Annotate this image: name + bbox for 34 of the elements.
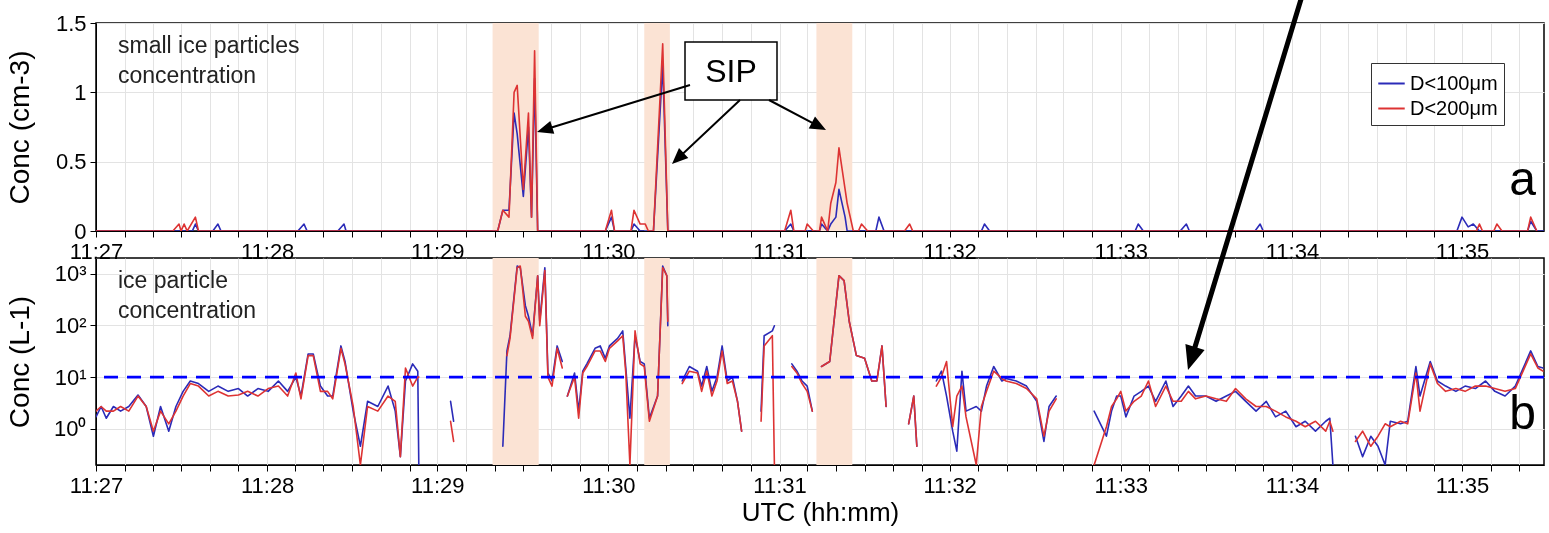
x-tick-label: 11:28	[240, 238, 295, 264]
x-tick-label: 11:35	[1435, 238, 1490, 264]
x-tick-label: 11:33	[1094, 238, 1148, 264]
annotation: b	[1509, 386, 1536, 439]
x-tick-label: 11:32	[923, 472, 977, 498]
x-tick-label: 11:31	[753, 238, 807, 264]
x-tick-label: 11:27	[69, 472, 124, 498]
x-tick-label: 11:30	[582, 472, 636, 498]
x-tick-label: 11:35	[1435, 472, 1490, 498]
legend-label: D<100μm	[1410, 71, 1498, 94]
y-tick-label: 10¹	[54, 364, 87, 390]
annotation: SIP	[705, 53, 757, 89]
legend-label: D<200μm	[1410, 96, 1498, 119]
x-tick-label: 11:28	[240, 472, 295, 498]
y-tick-label: 10⁰	[54, 416, 87, 442]
y-tick-label: 1.5	[55, 10, 87, 36]
x-tick-label: 11:29	[411, 472, 465, 498]
x-axis-title: UTC (hh:mm)	[741, 496, 900, 527]
x-tick-label: 11:31	[753, 472, 807, 498]
x-tick-label: 11:34	[1265, 472, 1320, 498]
x-tick-label: 11:32	[923, 238, 977, 264]
y-tick-label: 0.5	[55, 149, 87, 175]
x-tick-label: 11:33	[1094, 472, 1148, 498]
x-tick-label: 11:29	[411, 238, 465, 264]
y-tick-label: 10²	[54, 312, 87, 338]
y-tick-label: 10³	[54, 261, 87, 287]
annotation: a	[1509, 152, 1537, 205]
x-tick-label: 11:30	[582, 238, 636, 264]
annotation: small ice particles concentration	[118, 32, 300, 88]
y-tick-label: 1	[74, 79, 87, 105]
y-axis-title: Conc (cm-3)	[3, 50, 35, 205]
x-tick-label: 11:34	[1265, 238, 1320, 264]
y-axis-title: Conc (L-1)	[3, 295, 35, 429]
annotation: ice particle concentration	[118, 267, 257, 323]
